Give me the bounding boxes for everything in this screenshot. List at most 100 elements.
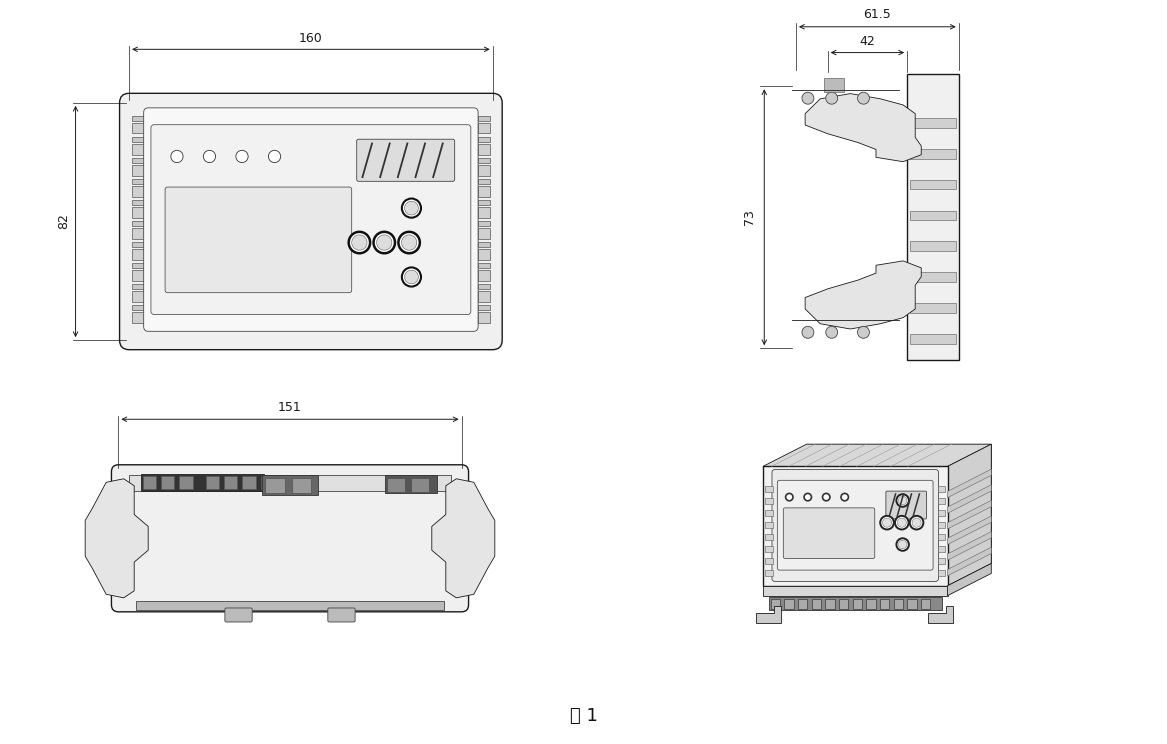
Bar bbox=[938, 522, 945, 528]
Bar bbox=[132, 207, 144, 218]
Polygon shape bbox=[763, 444, 991, 466]
Circle shape bbox=[899, 540, 907, 549]
Bar bbox=[910, 272, 956, 282]
Bar bbox=[478, 179, 490, 184]
Circle shape bbox=[804, 493, 811, 501]
Bar bbox=[769, 597, 942, 610]
FancyBboxPatch shape bbox=[141, 473, 264, 491]
Bar bbox=[132, 115, 144, 121]
FancyBboxPatch shape bbox=[328, 608, 355, 622]
Bar bbox=[910, 242, 956, 251]
Polygon shape bbox=[805, 94, 921, 161]
Bar bbox=[766, 498, 773, 504]
Bar bbox=[478, 249, 490, 260]
Bar bbox=[825, 598, 834, 609]
Circle shape bbox=[899, 496, 907, 504]
Circle shape bbox=[401, 199, 421, 218]
Circle shape bbox=[880, 516, 894, 530]
Bar bbox=[265, 478, 285, 493]
Bar bbox=[853, 598, 862, 609]
Circle shape bbox=[858, 327, 869, 339]
Circle shape bbox=[373, 232, 394, 253]
FancyBboxPatch shape bbox=[777, 481, 934, 570]
Bar bbox=[132, 270, 144, 280]
Bar bbox=[411, 478, 428, 492]
Circle shape bbox=[895, 516, 909, 530]
Polygon shape bbox=[432, 479, 495, 598]
Circle shape bbox=[802, 327, 813, 339]
Bar bbox=[292, 478, 312, 493]
Bar bbox=[866, 598, 875, 609]
FancyBboxPatch shape bbox=[151, 125, 470, 315]
Bar bbox=[205, 476, 219, 490]
Bar bbox=[910, 304, 956, 313]
FancyBboxPatch shape bbox=[886, 491, 927, 519]
Bar bbox=[938, 533, 945, 540]
Bar bbox=[478, 305, 490, 310]
Bar bbox=[478, 158, 490, 163]
Bar bbox=[784, 598, 794, 609]
Text: 82: 82 bbox=[57, 214, 70, 229]
Bar bbox=[478, 144, 490, 155]
FancyBboxPatch shape bbox=[357, 139, 455, 182]
Bar bbox=[907, 74, 959, 360]
Bar bbox=[766, 533, 773, 540]
FancyBboxPatch shape bbox=[111, 465, 469, 612]
Bar bbox=[824, 78, 844, 92]
Bar bbox=[478, 263, 490, 268]
Bar bbox=[132, 123, 144, 133]
Bar bbox=[938, 545, 945, 552]
Polygon shape bbox=[948, 444, 991, 586]
Text: 73: 73 bbox=[743, 209, 756, 225]
Circle shape bbox=[858, 92, 869, 104]
Bar bbox=[387, 478, 405, 492]
Bar bbox=[798, 598, 808, 609]
Polygon shape bbox=[948, 516, 991, 545]
Bar bbox=[132, 242, 144, 247]
Bar bbox=[839, 598, 848, 609]
Bar bbox=[132, 249, 144, 260]
Polygon shape bbox=[805, 261, 921, 329]
Bar bbox=[128, 475, 452, 491]
Bar bbox=[478, 137, 490, 142]
Bar bbox=[132, 144, 144, 155]
Text: 61.5: 61.5 bbox=[864, 8, 892, 21]
Circle shape bbox=[405, 270, 418, 284]
Circle shape bbox=[841, 493, 848, 501]
Circle shape bbox=[405, 201, 418, 215]
Bar bbox=[907, 598, 916, 609]
Bar bbox=[478, 165, 490, 176]
Polygon shape bbox=[948, 548, 991, 576]
Polygon shape bbox=[756, 606, 782, 623]
Circle shape bbox=[170, 150, 183, 163]
Circle shape bbox=[823, 493, 830, 501]
Polygon shape bbox=[948, 563, 991, 596]
Bar bbox=[180, 476, 193, 490]
Bar bbox=[478, 291, 490, 302]
Circle shape bbox=[913, 518, 921, 527]
Bar bbox=[812, 598, 822, 609]
Circle shape bbox=[896, 494, 909, 507]
Bar bbox=[880, 598, 889, 609]
Bar bbox=[938, 557, 945, 564]
Bar bbox=[132, 291, 144, 302]
Polygon shape bbox=[763, 466, 948, 586]
Polygon shape bbox=[948, 485, 991, 513]
Polygon shape bbox=[948, 469, 991, 498]
Bar bbox=[938, 486, 945, 493]
Bar bbox=[478, 115, 490, 121]
Circle shape bbox=[882, 518, 892, 527]
Circle shape bbox=[897, 518, 907, 527]
Circle shape bbox=[401, 235, 417, 250]
Bar bbox=[478, 207, 490, 218]
Bar bbox=[771, 598, 781, 609]
Text: 图 1: 图 1 bbox=[569, 708, 598, 725]
Bar bbox=[132, 179, 144, 184]
Text: 42: 42 bbox=[860, 35, 875, 48]
Bar bbox=[132, 158, 144, 163]
Bar bbox=[132, 284, 144, 289]
Bar bbox=[142, 476, 156, 490]
Bar bbox=[132, 165, 144, 176]
FancyBboxPatch shape bbox=[119, 93, 502, 350]
Bar bbox=[910, 211, 956, 220]
